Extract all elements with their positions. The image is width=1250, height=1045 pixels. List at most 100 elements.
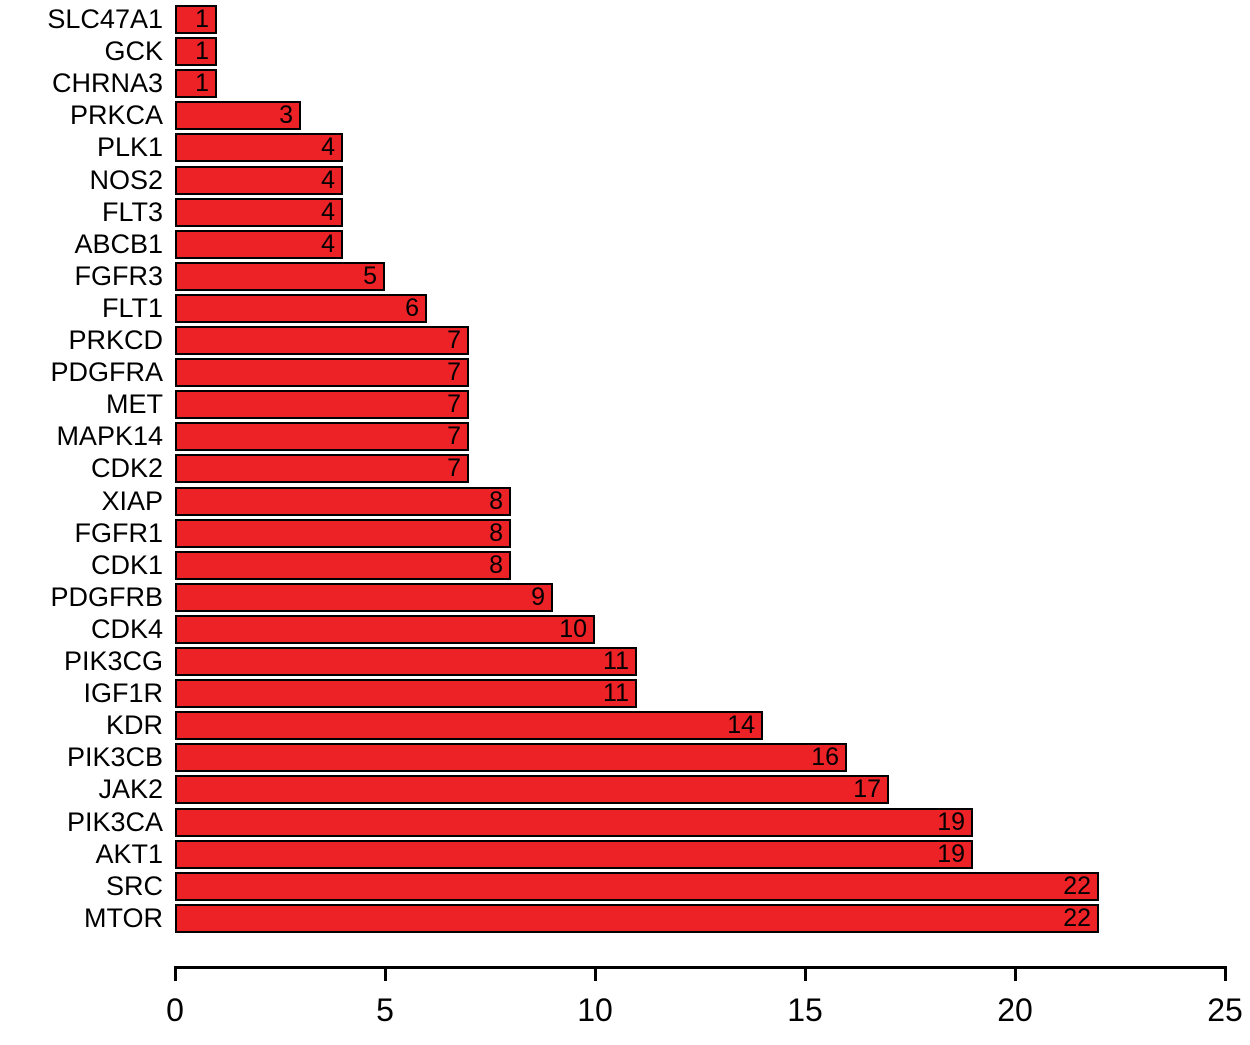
category-label: CDK2 (90, 453, 163, 484)
bar: 8 (175, 486, 511, 516)
chart-row: PDGFRB 9 (0, 581, 1250, 612)
chart-row: FGFR3 5 (0, 260, 1250, 291)
x-axis-tick (1014, 966, 1017, 981)
category-label: PDGFRB (50, 581, 163, 612)
chart-row: MTOR 22 (0, 902, 1250, 933)
category-label: MAPK14 (56, 421, 163, 452)
bar: 16 (175, 743, 847, 773)
x-axis-tick-label: 25 (1207, 992, 1243, 1028)
category-label: SLC47A1 (47, 4, 163, 34)
x-axis-tick-label: 20 (997, 992, 1033, 1028)
bar-value-label: 7 (447, 390, 461, 419)
bar: 10 (175, 614, 595, 644)
chart-row: IGF1R 11 (0, 678, 1250, 709)
bar: 7 (175, 454, 469, 484)
bar-value-label: 4 (321, 197, 335, 226)
category-label: KDR (105, 710, 163, 741)
bar: 17 (175, 775, 889, 805)
category-label: FGFR3 (74, 260, 163, 291)
bar-value-label: 7 (447, 326, 461, 354)
chart-row: MET 7 (0, 389, 1250, 420)
bar: 19 (175, 807, 973, 837)
bar-value-label: 1 (195, 69, 209, 98)
bar-value-label: 22 (1063, 871, 1091, 900)
x-axis-tick (384, 966, 387, 981)
bar-value-label: 19 (937, 807, 965, 836)
bar: 14 (175, 711, 763, 741)
x-axis-tick-label: 10 (577, 992, 613, 1028)
category-label: PIK3CG (63, 646, 163, 676)
bar: 4 (175, 133, 343, 163)
x-axis-tick-label: 0 (166, 992, 184, 1028)
chart-row: ABCB1 4 (0, 229, 1250, 259)
chart-row: PRKCD 7 (0, 326, 1250, 355)
bar-value-label: 19 (937, 839, 965, 868)
category-label: MTOR (84, 902, 163, 933)
bar: 1 (175, 37, 217, 67)
chart-row: CDK2 7 (0, 453, 1250, 484)
bar: 3 (175, 101, 301, 131)
category-label: PLK1 (96, 132, 163, 163)
bar: 11 (175, 647, 637, 676)
bar-value-label: 11 (603, 647, 629, 675)
chart-row: PRKCA 3 (0, 100, 1250, 131)
chart-row: KDR 14 (0, 710, 1250, 741)
x-axis-tick-label: 5 (376, 992, 394, 1028)
chart-row: PIK3CG 11 (0, 647, 1250, 676)
chart-row: FGFR1 8 (0, 518, 1250, 548)
category-label: CHRNA3 (51, 68, 163, 99)
bar-value-label: 8 (489, 486, 503, 515)
bar-value-label: 22 (1063, 903, 1091, 932)
bar: 1 (175, 5, 217, 34)
chart-row: MAPK14 7 (0, 421, 1250, 452)
bar-value-label: 6 (405, 293, 419, 322)
category-label: AKT1 (95, 838, 163, 869)
chart-row: XIAP 8 (0, 485, 1250, 516)
category-label: JAK2 (98, 774, 163, 805)
x-axis-tick (174, 966, 177, 981)
category-label: XIAP (101, 485, 163, 516)
chart-row: JAK2 17 (0, 774, 1250, 805)
bar-value-label: 14 (727, 711, 755, 740)
chart-row: AKT1 19 (0, 838, 1250, 869)
bar-value-label: 7 (447, 422, 461, 451)
x-axis-tick (594, 966, 597, 981)
chart-row: FLT1 6 (0, 293, 1250, 323)
bar: 7 (175, 422, 469, 452)
category-label: NOS2 (89, 164, 163, 195)
x-axis-tick-label: 15 (787, 992, 823, 1028)
category-label: IGF1R (83, 678, 163, 709)
chart-row: CHRNA3 1 (0, 68, 1250, 99)
chart-row: PDGFRA 7 (0, 357, 1250, 388)
bar-value-label: 8 (489, 518, 503, 547)
bar-value-label: 16 (811, 743, 839, 772)
bar-value-label: 11 (603, 679, 629, 708)
chart-row: CDK1 8 (0, 550, 1250, 580)
chart-row: PLK1 4 (0, 132, 1250, 163)
bar: 19 (175, 839, 973, 869)
bar-value-label: 7 (447, 454, 461, 483)
bar: 4 (175, 197, 343, 227)
bar-value-label: 1 (195, 5, 209, 33)
bar: 7 (175, 390, 469, 420)
chart-row: PIK3CB 16 (0, 742, 1250, 773)
category-label: CDK4 (90, 613, 163, 644)
bar-value-label: 7 (447, 358, 461, 387)
chart-row: CDK4 10 (0, 613, 1250, 644)
chart-row: SRC 22 (0, 871, 1250, 901)
category-label: PRKCD (68, 325, 163, 355)
category-label: PIK3CB (66, 742, 163, 773)
bar-value-label: 1 (195, 37, 209, 66)
category-label: PRKCA (69, 100, 163, 131)
category-label: PDGFRA (50, 357, 163, 388)
bar-value-label: 4 (321, 133, 335, 162)
bar: 6 (175, 293, 427, 323)
bar: 1 (175, 69, 217, 99)
bar: 4 (175, 229, 343, 259)
bar: 4 (175, 165, 343, 195)
category-label: MET (106, 389, 163, 420)
bar: 9 (175, 582, 553, 612)
bar: 11 (175, 679, 637, 709)
category-label: GCK (104, 36, 163, 67)
